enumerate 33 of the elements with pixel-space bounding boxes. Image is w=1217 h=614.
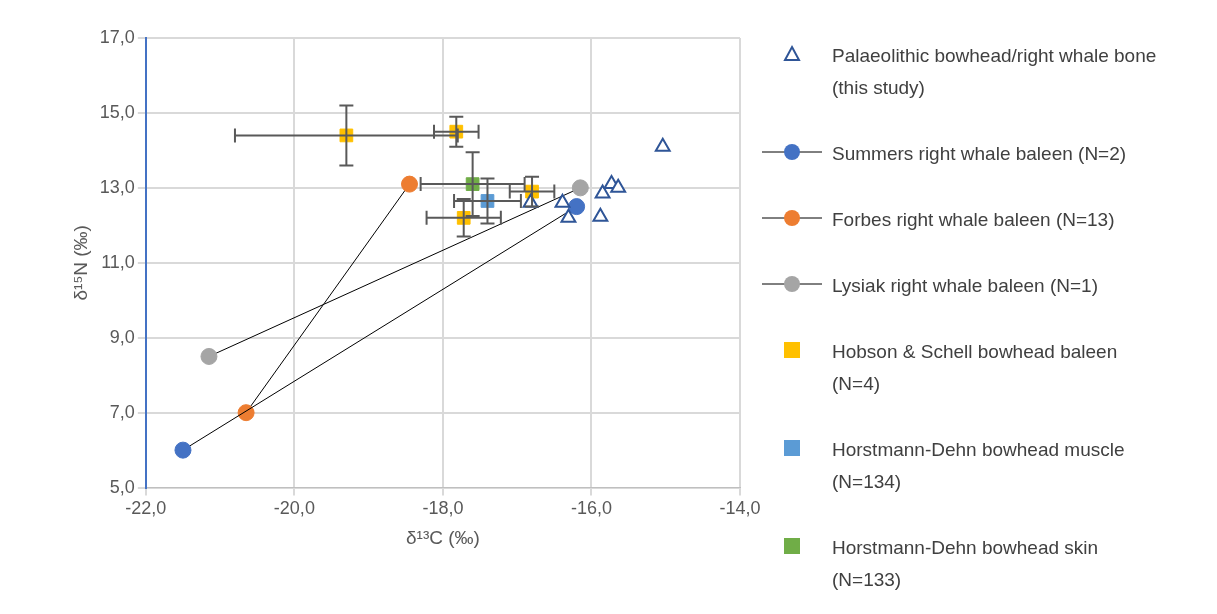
y-tick-label: 17,0 xyxy=(99,26,135,47)
point xyxy=(568,198,586,216)
y-tick-label: 13,0 xyxy=(99,176,135,197)
y-tick-label: 5,0 xyxy=(109,476,135,497)
point xyxy=(174,441,192,459)
x-tick-label: -22,0 xyxy=(125,498,167,519)
y-tick-label: 9,0 xyxy=(109,326,135,347)
point xyxy=(592,207,609,222)
point xyxy=(200,347,218,365)
y-tick-label: 11,0 xyxy=(101,251,135,272)
legend-label: Hobson & Schell bowhead baleen (N=4) xyxy=(832,340,1119,396)
x-tick-label: -18,0 xyxy=(422,498,464,519)
point xyxy=(571,179,589,197)
y-axis-title: δ¹⁵N (‰) xyxy=(69,225,91,301)
x-tick-label: -20,0 xyxy=(273,498,315,519)
legend-label: Horstmann-Dehn bowhead skin (N=133) xyxy=(832,536,1100,592)
point xyxy=(401,175,418,193)
point xyxy=(560,208,577,223)
legend-label: Palaeolithic bowhead/right whale bone (this study) xyxy=(832,44,1158,100)
point xyxy=(654,137,671,152)
x-axis-title: δ¹³C (‰) xyxy=(405,526,480,548)
point xyxy=(594,184,611,199)
point xyxy=(610,178,627,193)
legend-label: Summers right whale baleen (N=2) xyxy=(832,142,1128,166)
y-tick-label: 15,0 xyxy=(99,101,135,122)
point xyxy=(554,193,571,208)
x-tick-label: -14,0 xyxy=(719,498,761,519)
legend-label: Forbes right whale baleen (N=13) xyxy=(832,208,1116,232)
point xyxy=(237,404,255,422)
y-tick-label: 7,0 xyxy=(109,401,135,422)
legend-label: Horstmann-Dehn bowhead muscle (N=134) xyxy=(832,438,1126,494)
legend-label: Lysiak right whale baleen (N=1) xyxy=(832,274,1099,298)
x-tick-label: -16,0 xyxy=(570,498,612,519)
